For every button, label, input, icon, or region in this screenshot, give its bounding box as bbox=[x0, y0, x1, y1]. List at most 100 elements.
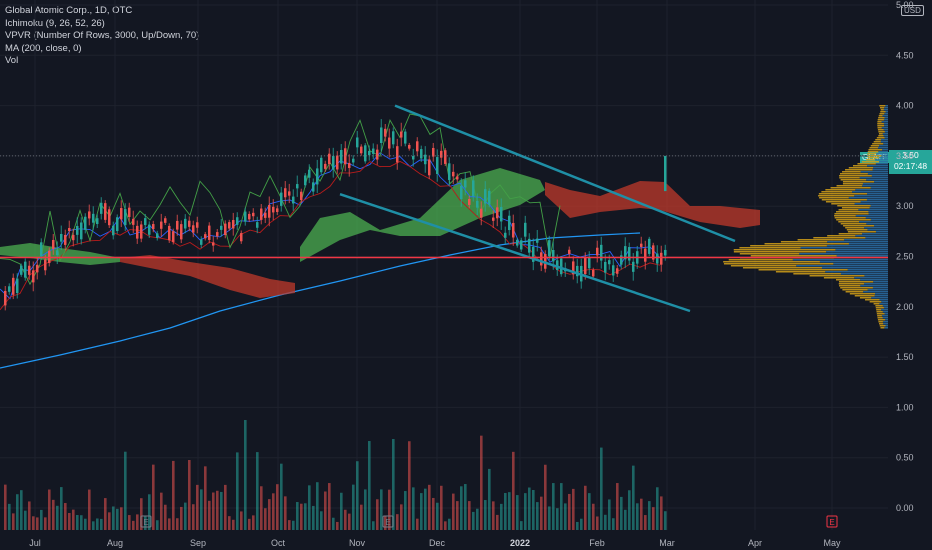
volume-profile-up-bar bbox=[867, 165, 888, 167]
volume-bar bbox=[188, 460, 191, 530]
volume-profile-down-bar bbox=[742, 267, 822, 269]
volume-profile-up-bar bbox=[863, 291, 888, 293]
volume-bar bbox=[160, 492, 163, 530]
volume-profile-up-bar bbox=[826, 251, 888, 253]
earnings-marker-label: E bbox=[829, 518, 834, 527]
x-tick-label: Aug bbox=[107, 538, 123, 548]
volume-bar bbox=[156, 520, 159, 530]
volume-profile-up-bar bbox=[874, 225, 888, 227]
volume-profile-down-bar bbox=[843, 225, 875, 227]
volume-profile-up-bar bbox=[868, 211, 888, 213]
volume-profile-up-bar bbox=[835, 249, 888, 251]
volume-profile-up-bar bbox=[825, 271, 888, 273]
volume-profile-up-bar bbox=[884, 131, 888, 133]
volume-bar bbox=[260, 486, 263, 530]
volume-profile-down-bar bbox=[878, 321, 883, 323]
volume-bar bbox=[604, 514, 607, 530]
volume-bar bbox=[644, 515, 647, 530]
volume-profile-up-bar bbox=[875, 293, 888, 295]
candle-body bbox=[136, 225, 139, 239]
volume-bar bbox=[176, 518, 179, 530]
volume-profile-down-bar bbox=[728, 259, 793, 261]
candle-body bbox=[556, 260, 559, 271]
volume-bar bbox=[424, 488, 427, 530]
legend-vol[interactable]: Vol bbox=[5, 55, 19, 66]
volume-bar bbox=[280, 463, 283, 530]
volume-profile-down-bar bbox=[854, 295, 875, 297]
x-tick-label: 2022 bbox=[510, 538, 530, 548]
volume-profile-up-bar bbox=[884, 327, 888, 329]
volume-profile-up-bar bbox=[885, 111, 888, 113]
volume-profile-down-bar bbox=[879, 105, 886, 107]
volume-profile-up-bar bbox=[878, 151, 888, 153]
volume-bar bbox=[628, 490, 631, 530]
volume-bar bbox=[384, 516, 387, 530]
candle-body bbox=[456, 176, 459, 180]
volume-profile-up-bar bbox=[879, 145, 888, 147]
volume-profile-up-bar bbox=[882, 311, 888, 313]
volume-bar bbox=[344, 509, 347, 530]
volume-profile-down-bar bbox=[846, 229, 868, 231]
candle-body bbox=[144, 218, 147, 226]
volume-bar bbox=[340, 492, 343, 530]
volume-profile-down-bar bbox=[859, 297, 872, 299]
volume-profile-down-bar bbox=[877, 121, 882, 123]
volume-profile-up-bar bbox=[796, 265, 888, 267]
volume-profile-up-bar bbox=[883, 307, 888, 309]
volume-bar bbox=[548, 506, 551, 530]
volume-bar bbox=[368, 441, 371, 530]
volume-profile-down-bar bbox=[834, 215, 856, 217]
volume-profile-up-bar bbox=[884, 137, 888, 139]
volume-bar bbox=[64, 503, 67, 530]
volume-bar bbox=[520, 521, 523, 530]
volume-profile-down-bar bbox=[876, 137, 885, 139]
volume-profile-down-bar bbox=[838, 233, 863, 235]
candle-body bbox=[412, 156, 415, 160]
candle-body bbox=[20, 265, 23, 275]
candle-body bbox=[536, 238, 539, 243]
volume-profile-down-bar bbox=[869, 301, 882, 303]
volume-bar bbox=[28, 501, 31, 530]
candle-body bbox=[396, 146, 399, 163]
candle-body bbox=[472, 180, 475, 197]
legend-ma[interactable]: MA (200, close, 0) bbox=[5, 42, 82, 54]
volume-profile-up-bar bbox=[871, 297, 888, 299]
currency-label[interactable]: USD bbox=[901, 5, 924, 16]
volume-bar bbox=[600, 447, 603, 530]
legend-symbol[interactable]: Global Atomic Corp., 1D, OTC bbox=[5, 5, 133, 16]
volume-bar bbox=[540, 496, 543, 530]
volume-profile-down-bar bbox=[880, 111, 886, 113]
volume-bar bbox=[656, 487, 659, 530]
legend-ichimoku[interactable]: Ichimoku (9, 26, 52, 26) bbox=[5, 17, 105, 29]
volume-bar bbox=[200, 489, 203, 530]
candle-body bbox=[640, 243, 643, 247]
candle-body bbox=[620, 255, 623, 265]
volume-profile-down-bar bbox=[876, 311, 883, 313]
volume-bar bbox=[436, 502, 439, 530]
candle-body bbox=[180, 224, 183, 240]
candle-body bbox=[492, 217, 495, 221]
volume-bar bbox=[420, 493, 423, 530]
volume-profile-up-bar bbox=[870, 219, 888, 221]
volume-bar bbox=[132, 520, 135, 530]
legend-vpvr[interactable]: VPVR (Number Of Rows, 3000, Up/Down, 70) bbox=[5, 30, 200, 41]
volume-profile-up-bar bbox=[874, 295, 888, 297]
candle-body bbox=[416, 141, 419, 152]
candle-body bbox=[532, 246, 535, 262]
earnings-marker-label: E bbox=[385, 518, 390, 527]
volume-profile-down-bar bbox=[821, 199, 867, 201]
volume-bar bbox=[360, 504, 363, 530]
candle-body bbox=[488, 190, 491, 205]
candle-body bbox=[460, 185, 463, 200]
volume-profile-down-bar bbox=[878, 133, 883, 135]
candle-body bbox=[92, 213, 95, 223]
volume-bar bbox=[204, 466, 207, 530]
volume-profile-down-bar bbox=[878, 117, 885, 119]
candle-body bbox=[600, 244, 603, 261]
volume-profile-down-bar bbox=[839, 175, 872, 177]
candle-body bbox=[552, 250, 555, 262]
candle-body bbox=[100, 202, 103, 214]
volume-profile-down-bar bbox=[840, 179, 867, 181]
volume-profile-up-bar bbox=[879, 299, 888, 301]
